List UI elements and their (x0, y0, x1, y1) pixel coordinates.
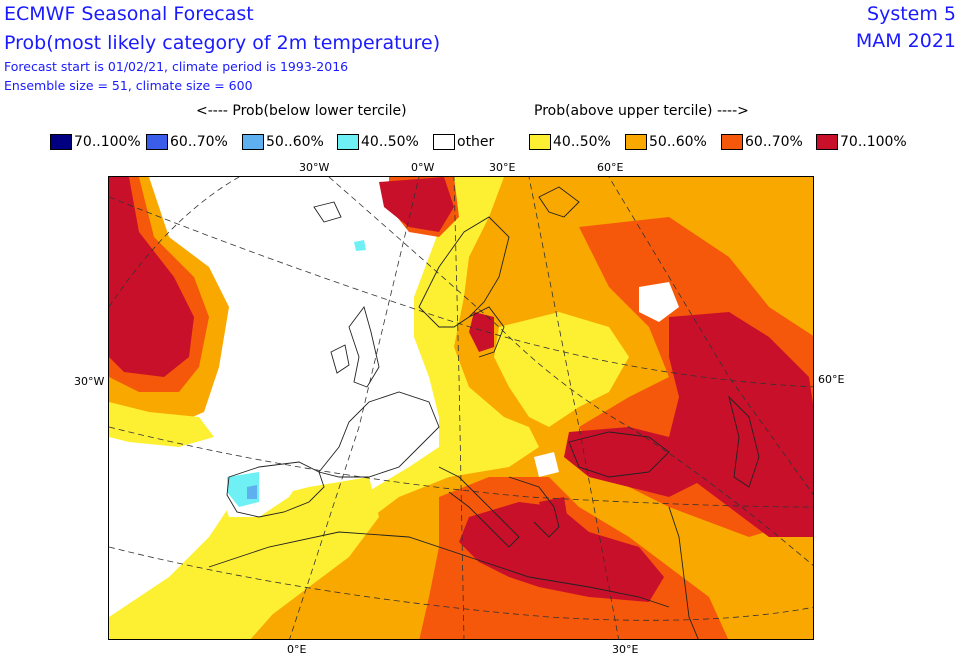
coastline-scandinavia (418, 216, 510, 328)
legend-item-below-50-60: 50..60% (242, 134, 324, 150)
coastline-iberia (226, 461, 325, 518)
legend-item-above-70-100: 70..100% (816, 134, 907, 150)
warm-region-yellow-southwest (109, 477, 379, 639)
coastline-greenland-iceland (313, 201, 342, 223)
warm-region-yellow-northwest (109, 402, 214, 447)
cold-region-cyan-small (354, 240, 366, 251)
graticule-line (289, 177, 420, 639)
lat-label-left: 30°W (74, 375, 105, 388)
legend-label: 40..50% (361, 134, 419, 150)
warm-region-yellow-center (494, 312, 629, 427)
lon-label-top-30e: 30°E (489, 161, 516, 174)
neutral-region-russia (639, 282, 679, 322)
legend: 70..100% 60..70% 50..60% 40..50% other 4… (0, 134, 965, 154)
forecast-info: Forecast start is 01/02/21, climate peri… (4, 59, 349, 74)
legend-swatch (721, 134, 743, 150)
coastline-balkans (508, 476, 560, 538)
lat-label-right: 60°E (818, 373, 845, 386)
neutral-region-turkey (534, 452, 559, 477)
coastline-italy (438, 466, 520, 548)
legend-label: 70..100% (840, 134, 907, 150)
graticule-line (109, 426, 813, 508)
warm-region-yellow-west (209, 177, 539, 639)
coastline-britain (348, 306, 380, 388)
graticule-line (453, 177, 465, 639)
legend-label: 70..100% (74, 134, 141, 150)
coastline-france (318, 391, 440, 478)
legend-item-above-60-70: 60..70% (721, 134, 803, 150)
lon-label-top-0w: 0°W (411, 161, 435, 174)
coastline-ireland (330, 344, 350, 374)
warm-region-red-east (669, 312, 813, 537)
legend-item-other: other (433, 134, 494, 150)
legend-swatch (242, 134, 264, 150)
graticule-line (528, 177, 620, 639)
graticule-line (328, 177, 813, 566)
warm-region-red-northwest (109, 177, 194, 377)
coastlines (208, 186, 760, 639)
ensemble-info: Ensemble size = 51, climate size = 600 (4, 78, 253, 93)
legend-item-above-40-50: 40..50% (529, 134, 611, 150)
coastline-caspian (728, 395, 760, 488)
coastline-levant (668, 506, 699, 639)
legend-item-below-40-50: 40..50% (337, 134, 419, 150)
below-tercile-label: <---- Prob(below lower tercile) (196, 103, 407, 119)
legend-label: 60..70% (745, 134, 803, 150)
coastline-white-sea (538, 186, 580, 218)
legend-label: 60..70% (170, 134, 228, 150)
season-label: MAM 2021 (855, 30, 956, 52)
page-title: ECMWF Seasonal Forecast (4, 3, 254, 25)
warm-region-red-baltic (469, 312, 494, 352)
legend-swatch (50, 134, 72, 150)
warm-region-red-north (379, 177, 454, 232)
graticule-line (109, 546, 813, 621)
legend-label: 40..50% (553, 134, 611, 150)
legend-label: 50..60% (649, 134, 707, 150)
legend-swatch (816, 134, 838, 150)
legend-label: 50..60% (266, 134, 324, 150)
graticule-line (109, 177, 240, 308)
forecast-map (108, 176, 814, 640)
legend-swatch (529, 134, 551, 150)
legend-item-below-70-100: 70..100% (50, 134, 141, 150)
graticule-line (608, 177, 813, 495)
warm-region-red-mediterranean (459, 502, 664, 602)
legend-swatch (625, 134, 647, 150)
legend-item-above-50-60: 50..60% (625, 134, 707, 150)
lon-label-bottom-0e: 0°E (287, 643, 307, 656)
coastline-blacksea (568, 431, 670, 478)
coastline-baltic (468, 306, 505, 358)
coastline-north-africa (208, 531, 670, 608)
legend-swatch (146, 134, 168, 150)
lon-label-top-30w: 30°W (299, 161, 330, 174)
system-label: System 5 (867, 3, 956, 25)
above-tercile-label: Prob(above upper tercile) ----> (534, 103, 749, 119)
legend-swatch (337, 134, 359, 150)
graticule (109, 177, 813, 639)
lon-label-bottom-30e: 30°E (612, 643, 639, 656)
warm-region-red-balkans (539, 497, 569, 532)
legend-item-below-60-70: 60..70% (146, 134, 228, 150)
legend-label: other (457, 134, 495, 150)
page-subtitle: Prob(most likely category of 2m temperat… (4, 32, 441, 54)
lon-label-top-60e: 60°E (597, 161, 624, 174)
graticule-line (109, 196, 813, 388)
legend-swatch (433, 134, 455, 150)
cold-region-lightblue (247, 485, 257, 499)
map-canvas (109, 177, 813, 639)
